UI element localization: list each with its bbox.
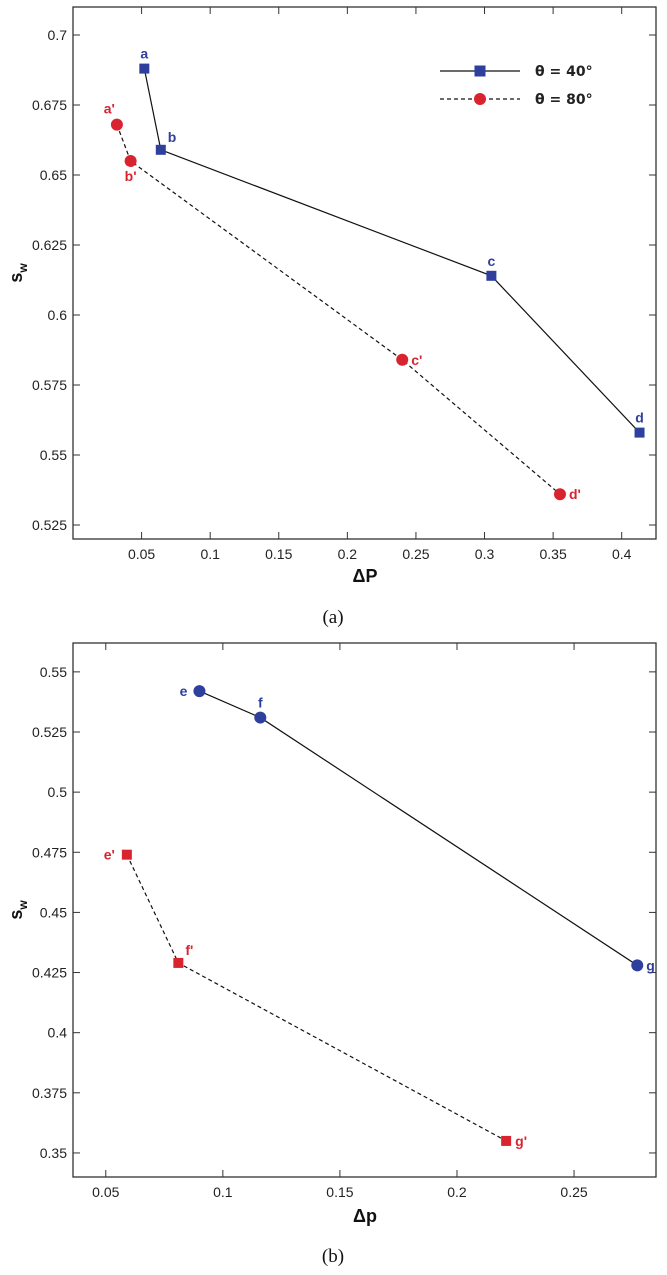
data-point-f-prime-label: f'	[185, 942, 193, 958]
data-point-g-prime	[501, 1135, 512, 1146]
x-tick-label-b-4: 0.25	[560, 1184, 587, 1200]
data-point-b-prime	[124, 155, 137, 167]
data-point-a-label: a	[140, 46, 148, 62]
y-tick-label-b-6: 0.5	[48, 784, 68, 800]
y-tick-label-b-1: 0.375	[32, 1085, 67, 1101]
x-tick-label-a-3: 0.2	[338, 546, 358, 562]
y-tick-label-a-1: 0.55	[40, 447, 67, 463]
y-tick-label-b-4: 0.45	[40, 904, 67, 920]
y-tick-label-a-3: 0.6	[48, 307, 68, 323]
y-tick-label-a-7: 0.7	[48, 27, 68, 43]
y-axis-title-b: sw	[6, 900, 30, 920]
data-point-f	[254, 711, 267, 724]
data-point-d-label: d	[635, 410, 644, 426]
data-point-b-label: b	[168, 129, 177, 145]
x-tick-label-a-6: 0.35	[539, 546, 566, 562]
caption-b: (b)	[322, 1246, 344, 1267]
legend-label-series-1: θ = 40°	[535, 64, 593, 80]
data-point-b	[155, 144, 166, 155]
x-tick-label-a-7: 0.4	[612, 546, 632, 562]
y-tick-label-b-2: 0.4	[48, 1025, 68, 1041]
series-layer-b: e f g e' f' g'	[104, 683, 655, 1149]
x-axis-ticks-a: 0.05 0.1 0.15 0.2 0.25 0.3 0.35 0.4	[128, 7, 632, 562]
y-tick-label-a-5: 0.65	[40, 167, 67, 183]
y-tick-label-b-8: 0.55	[40, 664, 67, 680]
data-point-c	[486, 270, 497, 281]
chart-panel-b: 0.05 0.1 0.15 0.2 0.25 0.35 0.375 0.4 0.425 0.45…	[6, 642, 657, 1267]
data-point-g-label: g	[646, 957, 655, 973]
data-point-f-label: f	[258, 695, 263, 711]
series-line-b-1	[199, 690, 638, 966]
series-line-b-2	[126, 854, 507, 1142]
y-tick-label-b-3: 0.425	[32, 965, 67, 981]
data-point-c-label: c	[487, 253, 495, 269]
x-tick-label-b-2: 0.15	[326, 1184, 353, 1200]
legend: θ = 40° θ = 80°	[440, 64, 593, 108]
data-point-e	[193, 685, 206, 698]
y-axis-ticks-a: 0.525 0.55 0.575 0.6 0.625 0.65 0.675 0.7	[32, 27, 656, 533]
data-point-e-prime	[121, 849, 132, 860]
data-point-e-prime-label: e'	[104, 847, 115, 863]
y-tick-label-a-6: 0.675	[32, 97, 67, 113]
x-tick-label-a-2: 0.15	[265, 546, 292, 562]
x-tick-label-a-4: 0.25	[402, 546, 429, 562]
data-point-a-prime	[110, 118, 123, 131]
y-tick-label-a-0: 0.525	[32, 517, 67, 533]
data-point-c-prime	[396, 353, 409, 366]
x-axis-title-b: Δp	[353, 1206, 377, 1226]
legend-label-series-2: θ = 80°	[535, 92, 593, 108]
legend-marker-series-2	[474, 93, 486, 105]
data-point-b-prime-label: b'	[125, 168, 137, 184]
y-axis-title-a: sw	[6, 263, 30, 283]
data-point-d-prime-label: d'	[569, 486, 581, 502]
y-tick-label-b-5: 0.475	[32, 844, 67, 860]
chart-panel-a: 0.05 0.1 0.15 0.2 0.25 0.3 0.35 0.4 0.5250.550.…	[6, 6, 657, 628]
x-tick-label-a-5: 0.3	[475, 546, 495, 562]
data-point-a-prime-label: a'	[104, 101, 115, 117]
series-line-a-2	[116, 124, 561, 495]
x-axis-title-a: ΔP	[353, 566, 378, 586]
legend-marker-series-1	[474, 65, 486, 77]
caption-a: (a)	[322, 607, 343, 628]
data-point-d-prime	[553, 488, 566, 501]
plot-frame-a	[72, 6, 657, 540]
y-tick-label-b-0: 0.35	[40, 1145, 67, 1161]
series-layer-a: a b c d a' b' c' d'	[104, 46, 645, 502]
data-point-g-prime-label: g'	[515, 1133, 527, 1149]
x-axis-ticks-b: 0.05 0.1 0.15 0.2 0.25	[92, 643, 588, 1200]
data-point-c-prime-label: c'	[411, 352, 422, 368]
x-tick-label-a-1: 0.1	[200, 546, 220, 562]
data-point-a	[139, 63, 150, 74]
x-tick-label-a-0: 0.05	[128, 546, 155, 562]
y-tick-label-a-4: 0.625	[32, 237, 67, 253]
y-axis-ticks-b: 0.35 0.375 0.4 0.425 0.45 0.475 0.5 0.525 0.55	[32, 664, 656, 1161]
data-point-f-prime	[173, 957, 184, 968]
x-tick-label-b-1: 0.1	[213, 1184, 233, 1200]
y-tick-label-b-7: 0.525	[32, 724, 67, 740]
data-point-g	[631, 959, 644, 972]
series-line-a-1	[143, 68, 640, 434]
x-tick-label-b-0: 0.05	[92, 1184, 119, 1200]
plot-frame-b	[72, 642, 657, 1178]
x-tick-label-b-3: 0.2	[447, 1184, 467, 1200]
y-tick-label-a-2: 0.575	[32, 377, 67, 393]
data-point-e-label: e	[180, 683, 188, 699]
data-point-d	[634, 427, 645, 438]
